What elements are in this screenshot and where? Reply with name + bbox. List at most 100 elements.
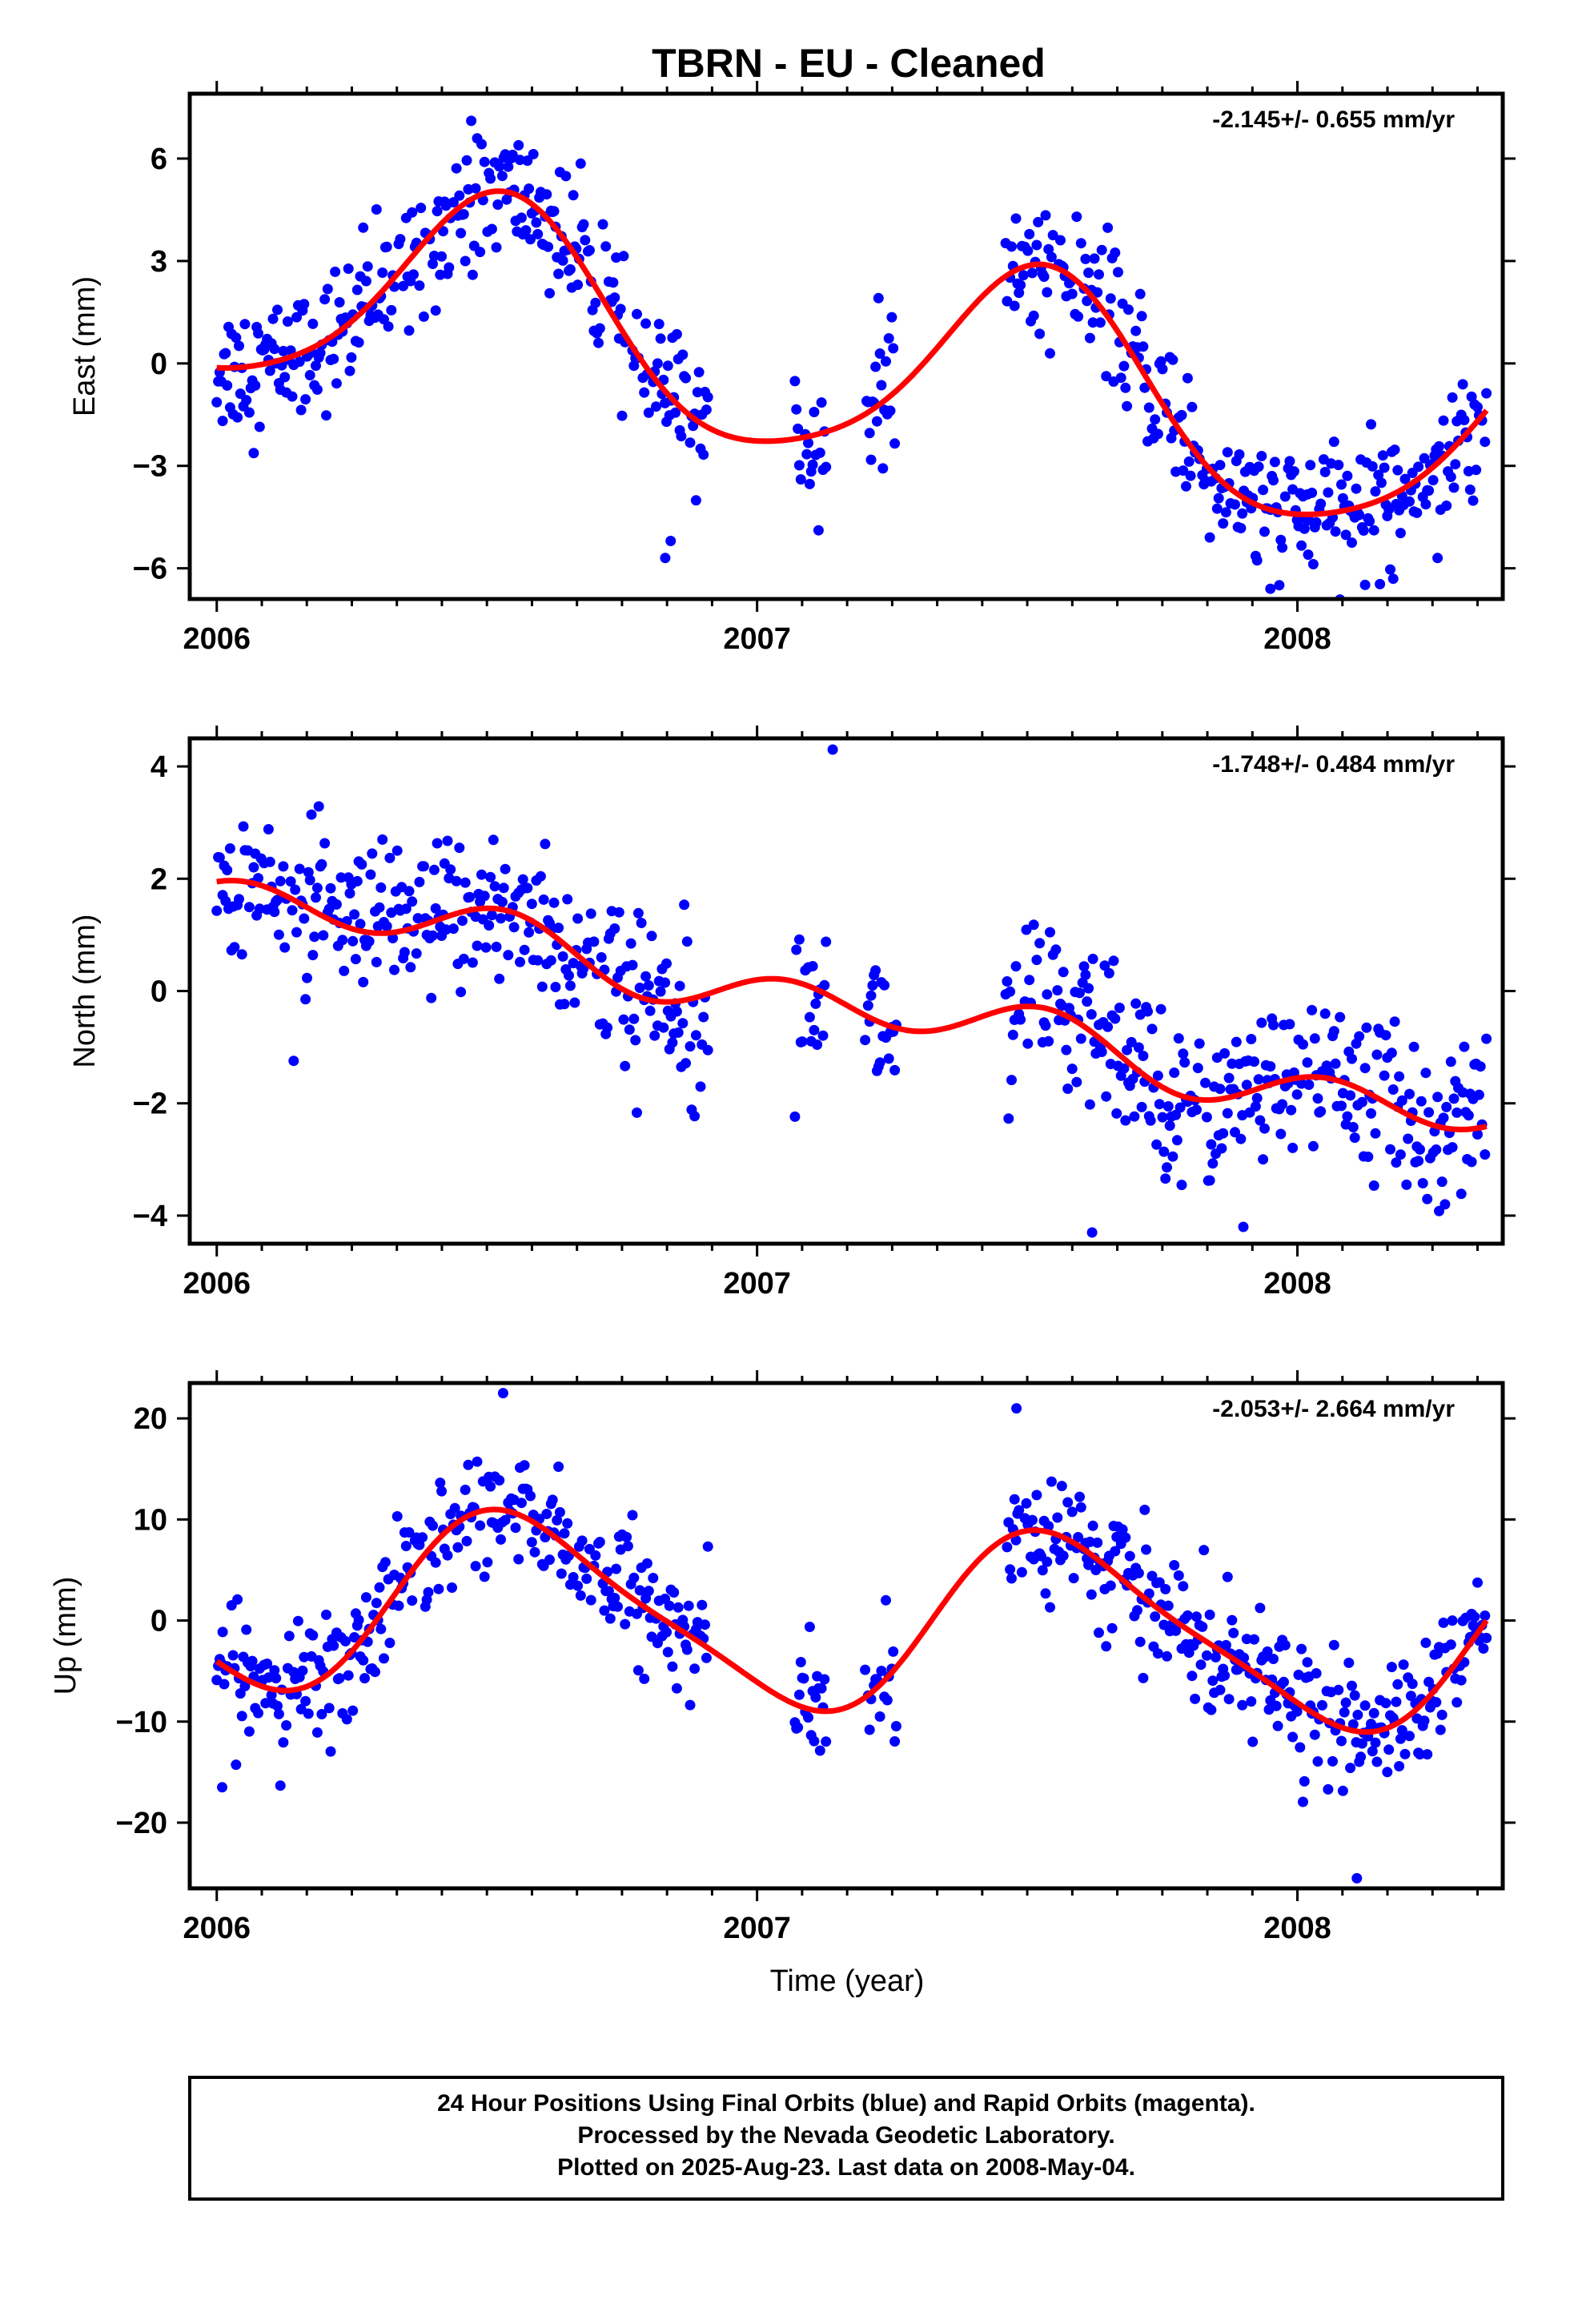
data-point (384, 1638, 396, 1648)
data-point (1398, 1659, 1409, 1671)
x-tick-label: 2008 (1263, 1912, 1331, 1945)
data-point (627, 959, 638, 971)
north-axes-frame (187, 736, 1505, 1246)
footer-box: 24 Hour Positions Using Final Orbits (bl… (188, 2076, 1504, 2201)
data-point (400, 903, 412, 915)
data-point (562, 894, 573, 905)
data-point (1436, 1709, 1447, 1720)
data-point (323, 1703, 335, 1714)
data-point (1152, 1648, 1163, 1659)
data-point (1339, 1707, 1350, 1718)
data-point (1419, 1715, 1430, 1727)
data-point (315, 348, 326, 359)
data-point (1383, 1744, 1395, 1755)
data-point (1296, 1643, 1307, 1655)
data-point (1071, 211, 1082, 223)
data-point (1358, 525, 1369, 536)
data-point (1438, 1112, 1449, 1124)
data-point (697, 1599, 708, 1610)
data-point (1311, 517, 1322, 528)
data-point (653, 319, 665, 330)
data-point (496, 896, 508, 907)
data-point (417, 1532, 428, 1543)
data-point (1370, 486, 1381, 497)
data-point (1337, 1785, 1348, 1796)
data-point (795, 1657, 806, 1667)
data-point (371, 204, 382, 215)
data-point (1074, 1491, 1085, 1502)
data-point (1021, 1498, 1032, 1509)
data-point (1010, 961, 1022, 972)
data-point (1178, 1581, 1189, 1592)
north-rate-label: -1.748+/- 0.484 mm/yr (1212, 751, 1455, 778)
data-point (1066, 1063, 1078, 1075)
data-point (377, 834, 388, 845)
data-point (1201, 1112, 1212, 1123)
data-point (883, 1053, 894, 1064)
data-point (1101, 371, 1112, 382)
data-point (1375, 578, 1386, 589)
data-point (643, 407, 654, 418)
data-point (454, 190, 465, 201)
data-point (1138, 1672, 1149, 1683)
east-data-points (211, 115, 1492, 599)
x-tick-label: 2006 (183, 1267, 251, 1301)
data-point (816, 397, 827, 408)
data-point (1086, 1589, 1097, 1600)
data-point (1045, 1602, 1055, 1613)
data-point (889, 1736, 901, 1747)
data-point (548, 897, 560, 908)
data-point (594, 1537, 605, 1547)
data-point (681, 936, 693, 947)
data-point (282, 316, 293, 327)
data-point (1335, 1011, 1346, 1023)
data-point (1162, 1651, 1172, 1662)
data-point (374, 1582, 385, 1593)
data-point (389, 964, 400, 975)
data-point (1073, 1532, 1084, 1542)
data-point (489, 881, 500, 892)
data-point (640, 971, 652, 982)
data-point (1126, 1036, 1137, 1047)
data-point (879, 979, 890, 991)
data-point (1340, 529, 1351, 541)
data-point (1371, 1049, 1383, 1060)
data-point (1237, 508, 1248, 519)
data-point (1478, 1643, 1489, 1654)
data-point (1295, 1742, 1306, 1753)
footer-line-1: 24 Hour Positions Using Final Orbits (bl… (437, 2090, 1255, 2117)
data-point (1347, 1719, 1359, 1730)
data-point (241, 395, 252, 406)
data-point (874, 1711, 885, 1722)
data-point (328, 353, 339, 364)
data-point (1356, 1096, 1367, 1108)
data-point (1328, 1026, 1339, 1037)
data-point (522, 883, 533, 894)
data-point (247, 1655, 258, 1667)
data-point (1094, 317, 1106, 328)
data-point (814, 1745, 825, 1756)
data-point (344, 365, 355, 376)
data-point (1385, 564, 1395, 575)
data-point (526, 1537, 537, 1548)
data-point (254, 421, 265, 432)
data-point (876, 380, 887, 391)
data-point (486, 223, 497, 235)
data-point (1315, 1106, 1327, 1117)
north-fit-curve (215, 878, 1488, 1132)
data-point (496, 171, 508, 182)
data-point (1194, 1038, 1205, 1049)
data-point (341, 1714, 352, 1725)
data-point (234, 894, 244, 905)
data-point (432, 838, 443, 849)
data-point (1432, 553, 1443, 564)
data-point (1395, 1149, 1406, 1160)
data-point (1050, 944, 1062, 955)
data-point (793, 1722, 804, 1733)
data-point (456, 987, 467, 998)
data-point (1185, 470, 1196, 481)
data-point (535, 870, 546, 882)
data-point (1330, 1058, 1341, 1069)
data-point (1181, 480, 1191, 492)
data-point (634, 1585, 645, 1596)
